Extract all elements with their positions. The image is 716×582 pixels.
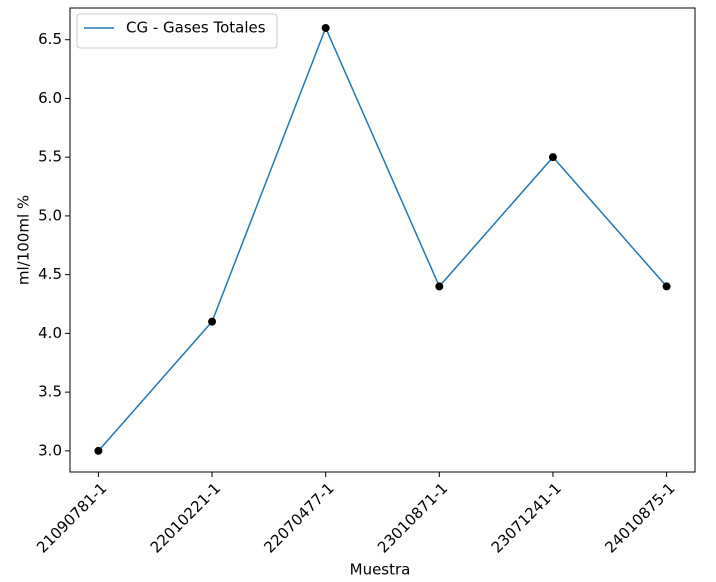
y-tick-label: 4.5	[38, 265, 62, 283]
y-tick-label: 3.0	[38, 441, 62, 459]
data-point	[435, 282, 444, 291]
y-tick-label: 6.0	[38, 89, 62, 107]
x-tick-label: 22070477-1	[260, 479, 337, 556]
plot-frame	[69, 7, 696, 473]
data-point	[548, 153, 557, 162]
x-tick-label: 22010221-1	[147, 479, 224, 556]
y-axis-label: ml/100ml %	[15, 195, 33, 285]
y-tick-label: 6.5	[38, 30, 62, 48]
y-tick-label: 3.5	[38, 383, 62, 401]
x-axis-label: Muestra	[350, 561, 411, 579]
data-point	[662, 282, 671, 291]
legend-box	[76, 13, 278, 49]
y-tick-label: 5.5	[38, 148, 62, 166]
x-tick-label: 24010875-1	[601, 479, 678, 556]
x-tick-label: 23071241-1	[488, 479, 565, 556]
x-tick-label: 23010871-1	[374, 479, 451, 556]
legend-label: CG - Gases Totales	[126, 19, 266, 37]
y-tick-label: 4.0	[38, 324, 62, 342]
data-point	[321, 23, 330, 32]
data-point	[208, 317, 217, 326]
y-tick-label: 5.0	[38, 206, 62, 224]
x-tick-label: 21090781-1	[33, 479, 110, 556]
data-point	[94, 446, 103, 455]
data-line	[97, 26, 668, 452]
